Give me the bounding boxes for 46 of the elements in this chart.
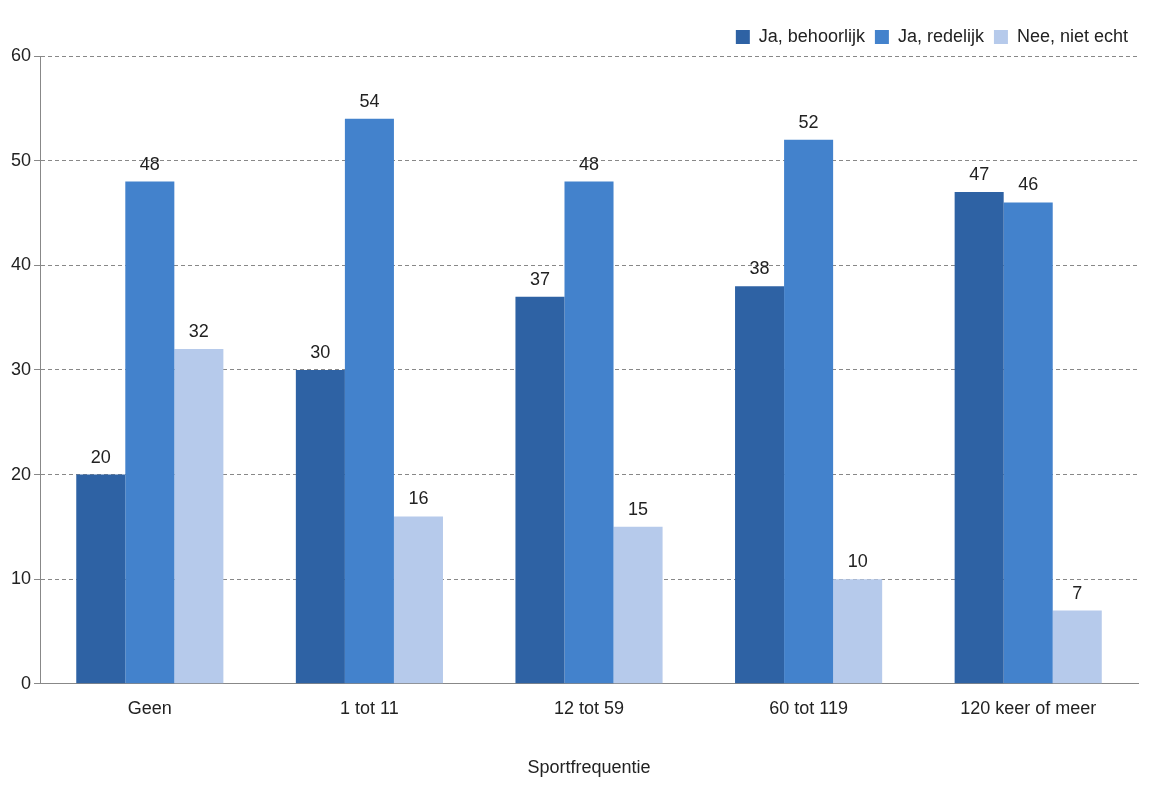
data-label: 47 xyxy=(969,163,990,184)
legend-label: Ja, redelijk xyxy=(897,25,985,46)
data-label: 52 xyxy=(798,111,819,132)
bar xyxy=(393,516,443,684)
data-label: 20 xyxy=(90,446,111,467)
data-label: 37 xyxy=(529,268,550,289)
bar xyxy=(784,139,834,684)
bar xyxy=(125,181,175,684)
bar xyxy=(613,526,663,684)
data-label: 32 xyxy=(188,320,209,341)
bar xyxy=(295,369,345,684)
x-tick-label: 60 tot 119 xyxy=(769,697,848,718)
bar xyxy=(344,118,394,684)
y-tick-label: 50 xyxy=(10,149,32,170)
bar xyxy=(833,579,883,684)
x-tick-label: 120 keer of meer xyxy=(960,697,1097,718)
data-label: 38 xyxy=(749,258,770,279)
x-axis-title: Sportfrequentie xyxy=(527,757,651,778)
data-label: 30 xyxy=(310,341,331,362)
y-tick-label: 40 xyxy=(10,254,32,275)
data-label: 48 xyxy=(579,153,600,174)
data-label: 15 xyxy=(628,498,649,519)
bar xyxy=(1003,202,1053,684)
legend-label: Nee, niet echt xyxy=(1016,25,1129,46)
y-tick-label: 10 xyxy=(10,568,32,589)
y-tick-label: 0 xyxy=(21,672,32,693)
bar xyxy=(76,474,126,684)
data-label: 46 xyxy=(1018,174,1039,195)
x-tick-label: 12 tot 59 xyxy=(553,697,625,718)
y-tick-label: 30 xyxy=(10,358,32,379)
data-label: 10 xyxy=(847,551,868,572)
x-tick-label: 1 tot 11 xyxy=(340,697,399,718)
data-label: 54 xyxy=(359,90,380,111)
data-label: 48 xyxy=(139,153,160,174)
bar xyxy=(174,348,224,684)
bar xyxy=(564,181,614,684)
bar xyxy=(954,192,1004,684)
bar xyxy=(735,286,785,684)
data-label: 7 xyxy=(1072,582,1083,603)
y-tick-label: 20 xyxy=(10,463,32,484)
bar xyxy=(515,296,565,684)
data-label: 16 xyxy=(408,488,429,509)
bar xyxy=(1052,610,1102,684)
legend-label: Ja, behoorlijk xyxy=(758,25,866,46)
x-tick-label: Geen xyxy=(127,697,172,718)
y-tick-label: 60 xyxy=(10,44,32,65)
